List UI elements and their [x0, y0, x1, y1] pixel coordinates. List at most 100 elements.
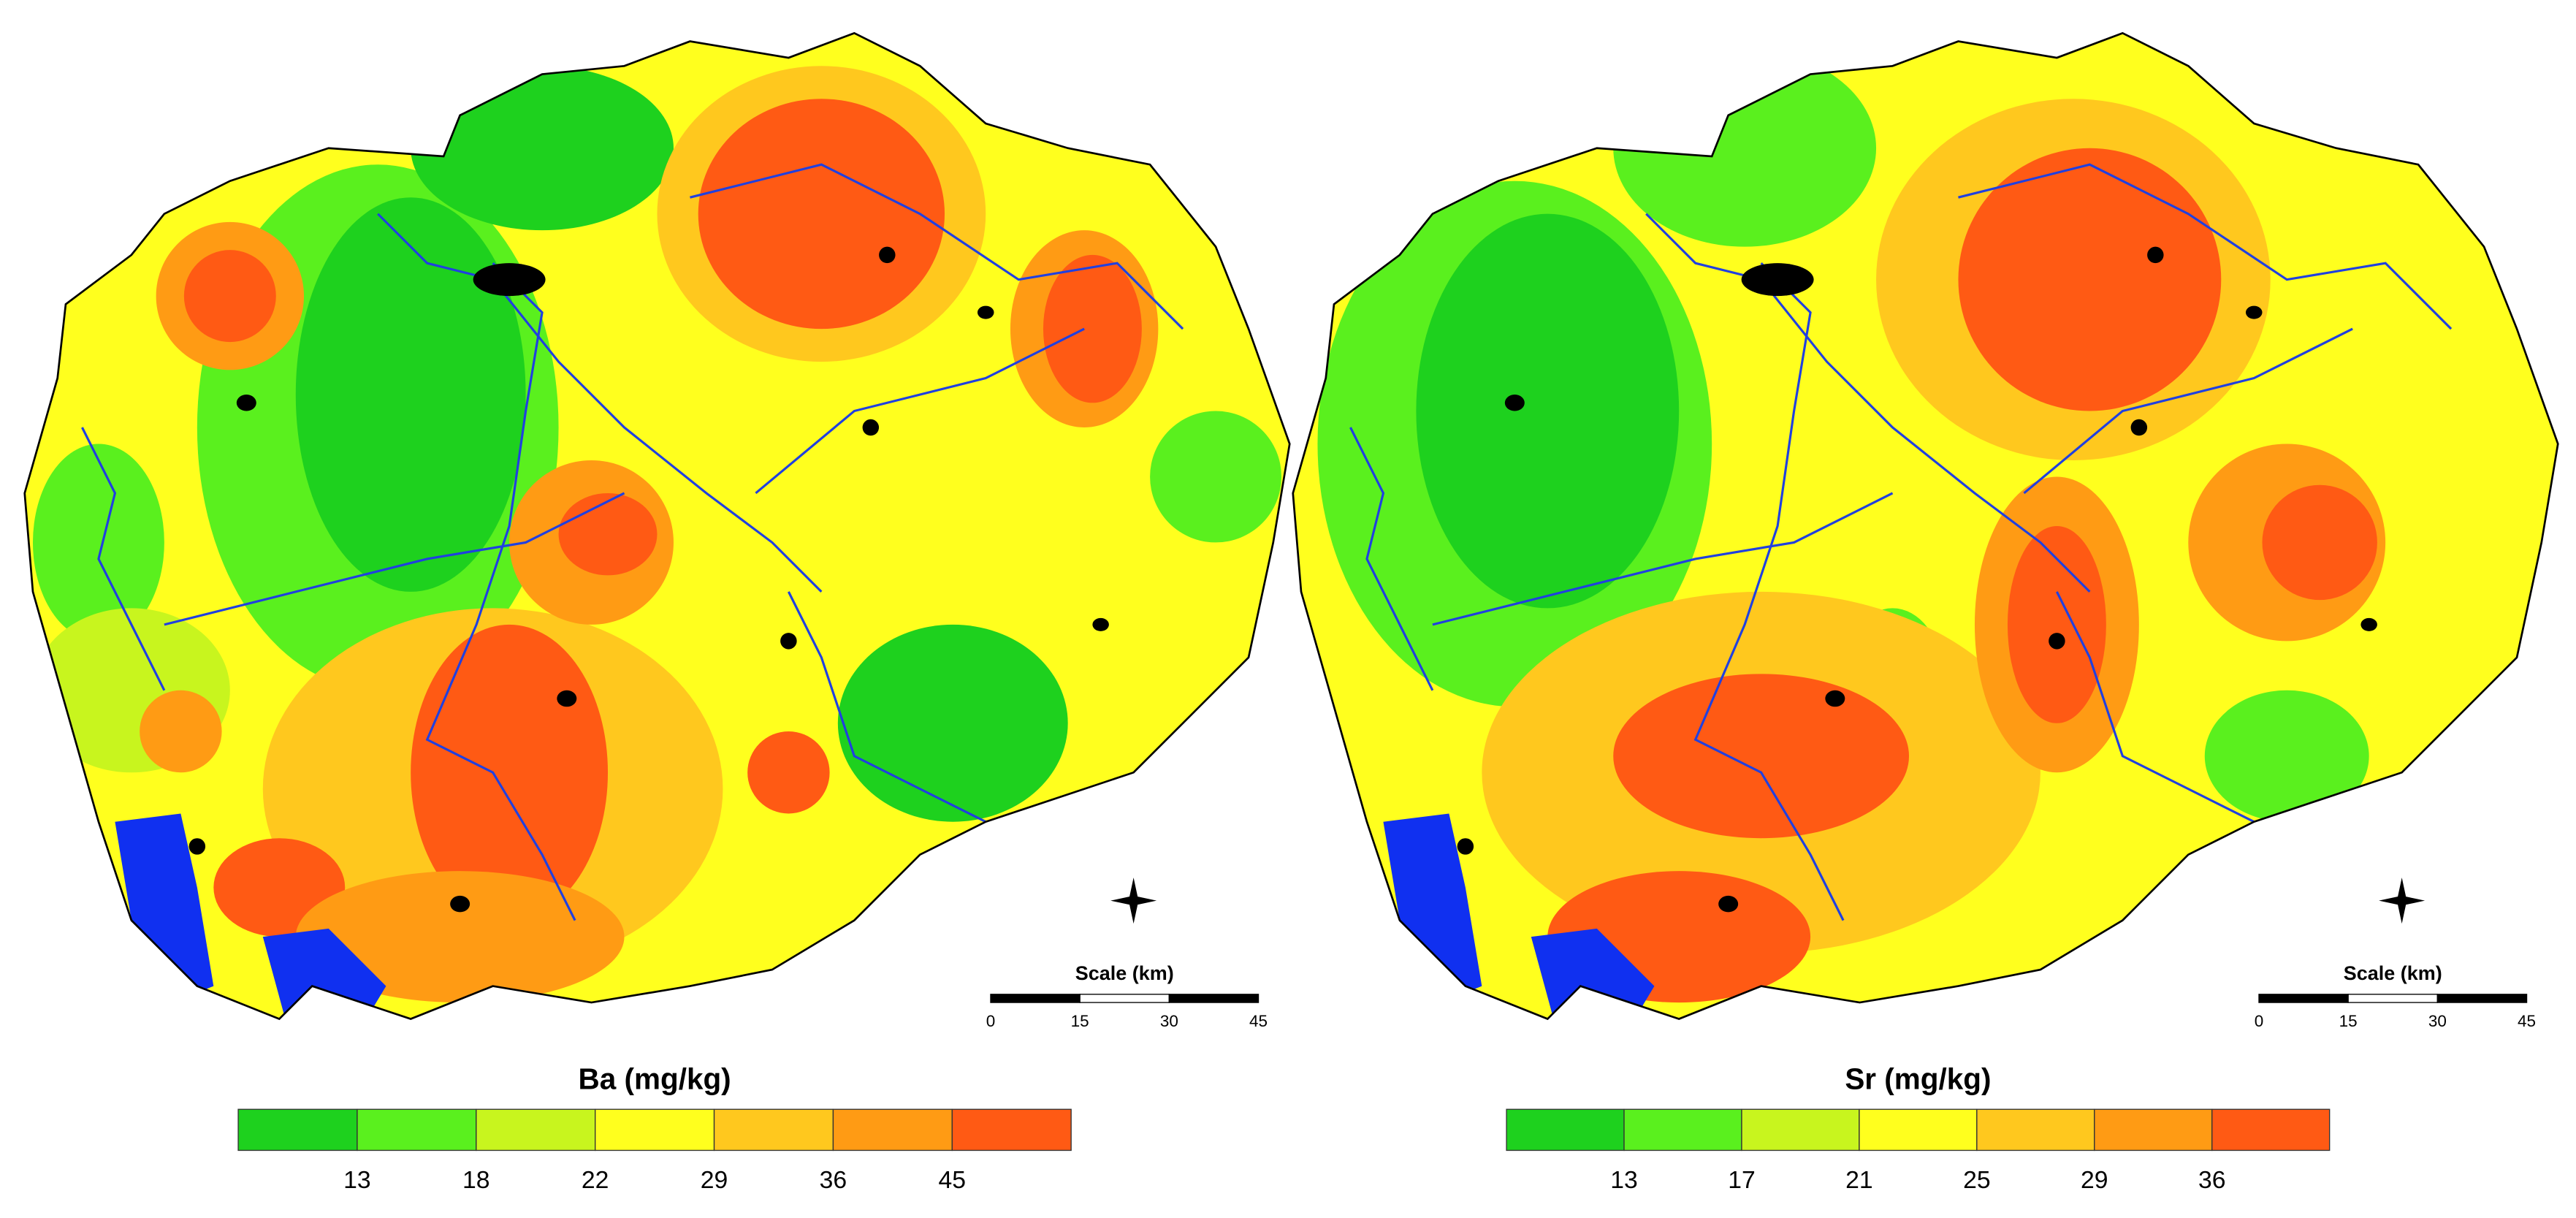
scale-segment [2258, 994, 2349, 1003]
legend-break-label: 17 [1728, 1166, 1756, 1194]
river [1432, 492, 1894, 626]
concentration-zone [1150, 411, 1282, 543]
river [2023, 327, 2353, 495]
legend-title: Ba (mg/kg) [579, 1062, 731, 1096]
concentration-zone [1416, 213, 1680, 609]
legend-break-label: 29 [701, 1166, 728, 1194]
city [2130, 419, 2148, 436]
concentration-zone [411, 66, 674, 231]
legend-swatch [1506, 1108, 1625, 1152]
river [1645, 213, 2091, 593]
city [2049, 633, 2065, 650]
river [1693, 262, 1845, 921]
concentration-zone [140, 690, 222, 773]
concentration-zone [698, 99, 945, 330]
city [862, 419, 880, 436]
concentration-zone [1958, 148, 2222, 411]
city [1718, 895, 1739, 913]
legend-swatch [1859, 1108, 1978, 1152]
scale-segment [2436, 994, 2528, 1003]
concentration-zone [2204, 690, 2369, 822]
concentration-zone [183, 250, 276, 343]
legend-swatch [237, 1108, 358, 1152]
legend-break-label: 36 [2198, 1166, 2226, 1194]
legend-swatch [1623, 1108, 1742, 1152]
legend-break-label: 25 [1963, 1166, 1991, 1194]
city [1504, 395, 1525, 411]
river [690, 163, 1184, 330]
river [425, 262, 576, 921]
map-surface [24, 33, 1290, 1019]
compass [2379, 878, 2426, 924]
concentration-zone [2262, 484, 2377, 601]
legend-swatch [832, 1108, 953, 1152]
city [188, 838, 206, 855]
river [1349, 427, 1434, 691]
city [236, 395, 256, 411]
city [1092, 617, 1109, 631]
country-border [23, 31, 1291, 1021]
scale-tick-label: 30 [2428, 1012, 2447, 1030]
city [473, 263, 546, 297]
scale-tick-label: 30 [1160, 1012, 1178, 1030]
legend-swatch [951, 1108, 1072, 1152]
scale-title: Scale (km) [1075, 962, 1174, 984]
river [377, 213, 823, 593]
river [755, 327, 1085, 495]
river [164, 492, 625, 626]
scale-tick-label: 15 [1071, 1012, 1089, 1030]
map-panel: Scale (km) 0 15 30 45 [1292, 31, 2559, 1030]
legend-swatch [2094, 1108, 2213, 1152]
city [1825, 690, 1845, 707]
river [787, 591, 986, 823]
city [450, 895, 470, 913]
legend-break-label: 22 [582, 1166, 609, 1194]
legend-swatch [595, 1108, 715, 1152]
scale-segment [2347, 994, 2439, 1003]
legend-break-label: 18 [462, 1166, 490, 1194]
concentration-zone [1043, 254, 1142, 403]
legend-break-label: 13 [343, 1166, 371, 1194]
city [2360, 617, 2377, 631]
legend-break-label: 21 [1845, 1166, 1873, 1194]
legend-swatch [1976, 1108, 2095, 1152]
map-surface [1292, 33, 2558, 1019]
city [780, 633, 797, 650]
legend-break-label: 13 [1610, 1166, 1638, 1194]
scale-tick-label: 45 [1249, 1012, 1268, 1030]
concentration-zone [32, 444, 164, 642]
city [2147, 246, 2164, 264]
city [2246, 305, 2263, 319]
river [2055, 591, 2255, 823]
scale-segment [1168, 994, 1260, 1003]
city [977, 305, 994, 319]
concentration-zone [747, 731, 830, 814]
compass-rose [1110, 878, 1157, 924]
river [81, 427, 166, 691]
map-panel: Scale (km) 0 15 30 45 [23, 31, 1291, 1030]
legend-break-label: 36 [820, 1166, 847, 1194]
legend-swatch [713, 1108, 834, 1152]
city [1457, 838, 1474, 855]
city [1741, 263, 1814, 297]
concentration-zone [837, 624, 1068, 822]
legend-break-label: 45 [939, 1166, 967, 1194]
legend-swatch [1741, 1108, 1860, 1152]
city [557, 690, 577, 707]
legend-title: Sr (mg/kg) [1845, 1062, 1991, 1096]
concentration-zone [558, 492, 658, 576]
concentration-zone [2007, 525, 2106, 723]
legend-swatch [476, 1108, 596, 1152]
scale-segment [1079, 994, 1170, 1003]
lake [1383, 813, 1482, 1003]
scale-tick-label: 0 [2255, 1012, 2263, 1030]
compass [1110, 878, 1157, 924]
concentration-zone [295, 871, 625, 1003]
river [1958, 163, 2453, 330]
city [879, 246, 896, 264]
legend-swatch [2211, 1108, 2331, 1152]
lake [115, 813, 214, 1003]
concentration-zone [1613, 674, 1910, 839]
